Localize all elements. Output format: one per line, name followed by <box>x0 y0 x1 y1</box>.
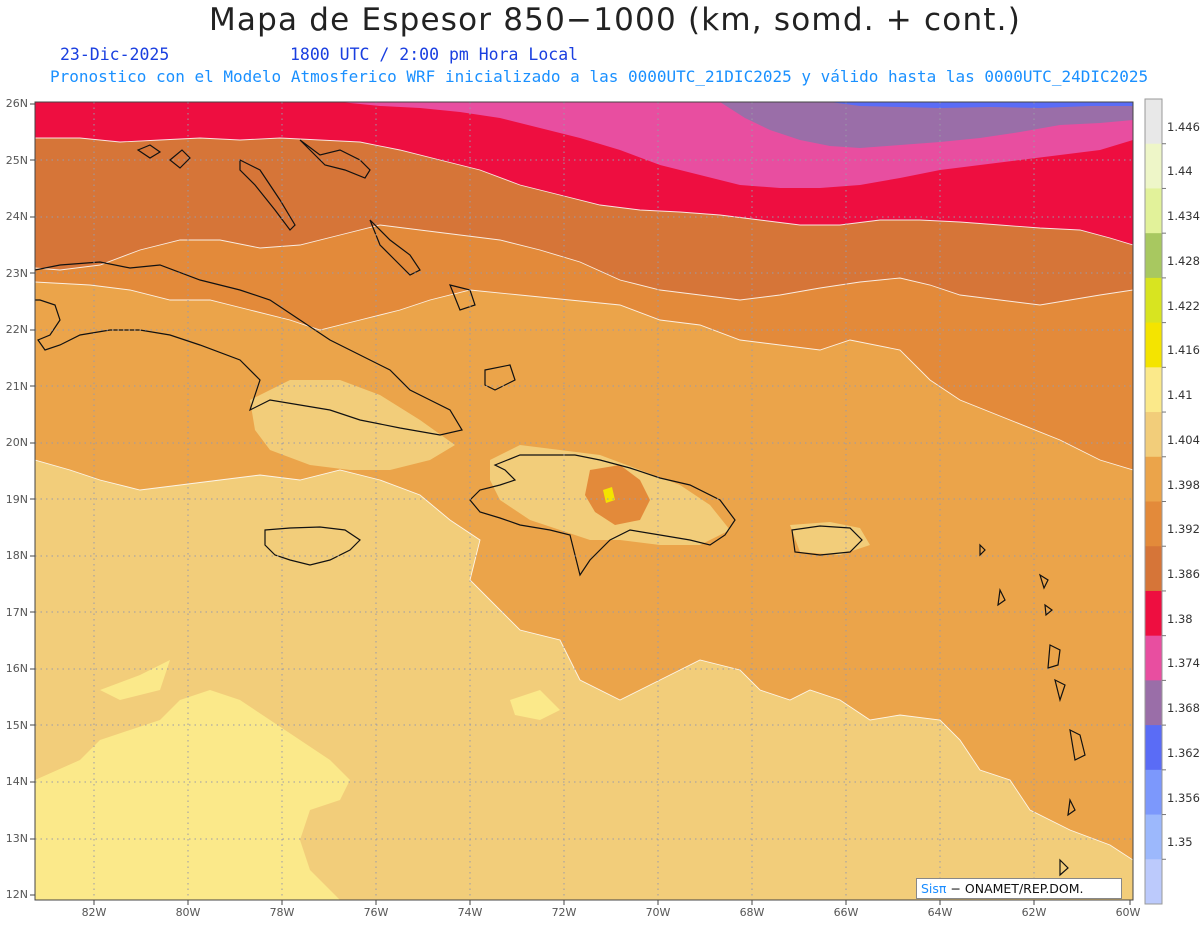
colorbar-label: 1.428 <box>1167 253 1200 268</box>
colorbar-swatch <box>1145 143 1162 189</box>
colorbar-swatch <box>1145 590 1162 637</box>
colorbar-label: 1.368 <box>1167 701 1200 716</box>
forecast-date: 23-Dic-2025 <box>60 45 170 64</box>
forecast-time: 1800 UTC / 2:00 pm Hora Local <box>290 45 579 64</box>
latitude-label: 12N <box>5 888 28 901</box>
latitude-label: 13N <box>5 831 28 845</box>
latitude-label: 23N <box>5 266 28 280</box>
colorbar-swatch <box>1145 680 1162 726</box>
colorbar-swatch <box>1145 322 1162 368</box>
field-blue <box>830 102 1133 108</box>
colorbar-label: 1.392 <box>1167 522 1200 537</box>
longitude-label: 64W <box>927 906 953 919</box>
credit-brand: Sisπ <box>921 881 947 896</box>
colorbar-swatch <box>1145 188 1162 234</box>
hispaniola-coast <box>469 454 736 577</box>
latitude-label: 24N <box>5 210 28 223</box>
credit-box: Sisπ − ONAMET/REP.DOM. <box>916 878 1122 899</box>
shaded-thickness-field <box>35 102 1133 900</box>
cuba-coast <box>35 261 463 436</box>
colorbar-swatch <box>1145 277 1162 324</box>
latitude-label: 19N <box>5 492 28 506</box>
colorbar-label: 1.35 <box>1167 835 1193 850</box>
colorbar-label: 1.38 <box>1167 611 1193 626</box>
latitude-label: 18N <box>5 549 28 562</box>
colorbar-label: 1.404 <box>1167 432 1200 447</box>
coastlines <box>35 139 1086 877</box>
longitude-label: 72W <box>551 906 577 919</box>
map-title: Mapa de Espesor 850−1000 (km, somd. + co… <box>208 2 1021 38</box>
lesser-antilles <box>979 543 1086 877</box>
latitude-label: 25N <box>5 153 28 167</box>
colorbar-label: 1.41 <box>1167 388 1193 403</box>
latitude-label: 26N <box>5 97 28 110</box>
colorbar-label: 1.44 <box>1167 164 1193 179</box>
colorbar-swatch <box>1145 412 1162 458</box>
colorbar-swatch <box>1145 546 1162 592</box>
longitude-label: 78W <box>269 906 295 919</box>
colorbar-label: 1.446 <box>1167 119 1200 134</box>
longitude-label: 76W <box>363 906 389 919</box>
jamaica-coast <box>264 526 361 566</box>
colorbar-swatch <box>1145 814 1162 860</box>
colorbar-label: 1.356 <box>1167 790 1200 805</box>
colorbar-label: 1.398 <box>1167 477 1200 492</box>
colorbar-swatch <box>1145 367 1162 413</box>
longitude-label: 82W <box>81 906 107 919</box>
latitude-label: 17N <box>5 605 28 619</box>
latitude-label: 20N <box>5 436 28 449</box>
longitude-label: 80W <box>175 906 201 919</box>
colorbar-swatch <box>1145 859 1162 905</box>
tick-marks <box>30 103 1131 905</box>
colorbar-swatch <box>1145 769 1162 816</box>
latitude-label: 14N <box>5 775 28 788</box>
colorbar-swatch <box>1145 501 1162 547</box>
longitude-label: 74W <box>457 906 483 919</box>
credit-text: − ONAMET/REP.DOM. <box>950 881 1084 896</box>
colorbar-label: 1.422 <box>1167 298 1200 313</box>
field-yellow-peak <box>603 487 615 503</box>
colorbar-label: 1.434 <box>1167 209 1200 224</box>
map-frame <box>34 101 1134 901</box>
field-mauve <box>720 102 1133 148</box>
colorbar-label: 1.362 <box>1167 745 1200 760</box>
field-yellow <box>35 660 560 900</box>
puerto-rico-coast <box>791 525 863 556</box>
longitude-label: 60W <box>1115 906 1141 919</box>
colorbar-swatch <box>1145 233 1162 279</box>
longitude-label: 62W <box>1021 906 1047 919</box>
field-tan-islands <box>250 380 870 555</box>
longitude-label: 66W <box>833 906 859 919</box>
latitude-label: 22N <box>5 323 28 336</box>
colorbar-swatch <box>1145 99 1162 145</box>
graticule <box>35 102 1133 900</box>
longitude-label: 70W <box>645 906 671 919</box>
model-description: Pronostico con el Modelo Atmosferico WRF… <box>50 67 1149 86</box>
colorbar-label: 1.386 <box>1167 566 1200 581</box>
colorbar-swatch <box>1145 456 1162 502</box>
colorbar-swatch <box>1145 725 1162 771</box>
latitude-label: 16N <box>5 662 28 675</box>
contour-lines <box>35 137 1133 861</box>
colorbar <box>1144 98 1166 905</box>
colorbar-label: 1.416 <box>1167 343 1200 358</box>
latitude-label: 21N <box>5 379 28 393</box>
field-orange-hispaniola <box>585 465 650 525</box>
colorbar-swatch <box>1145 635 1162 681</box>
longitude-label: 68W <box>739 906 765 919</box>
colorbar-label: 1.374 <box>1167 656 1200 671</box>
latitude-label: 15N <box>5 718 28 732</box>
